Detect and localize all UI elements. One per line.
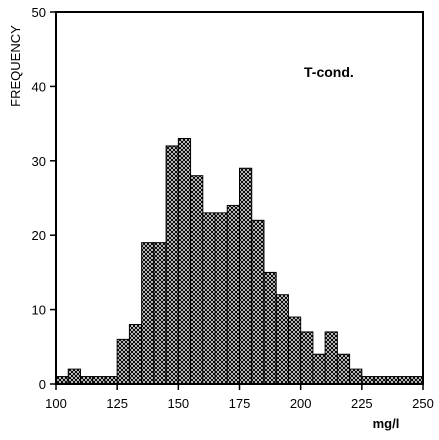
histogram-bar: [190, 175, 204, 385]
histogram-bar: [385, 376, 400, 385]
histogram-bar: [165, 145, 179, 385]
y-axis-label: FREQUENCY: [8, 25, 23, 107]
histogram-bar: [324, 331, 338, 385]
histogram-bar: [141, 242, 155, 385]
histogram-bar: [410, 376, 424, 385]
histogram-bar: [398, 376, 412, 385]
y-tick-label: 50: [32, 5, 46, 20]
x-tick-label: 175: [229, 396, 251, 411]
x-tick-label: 250: [412, 396, 434, 411]
x-tick-label: 100: [45, 396, 67, 411]
histogram-bar: [336, 353, 351, 385]
y-tick-label: 20: [32, 228, 46, 243]
histogram-bar: [177, 137, 192, 385]
y-tick-label: 0: [39, 377, 46, 392]
histogram-bar: [116, 338, 130, 385]
x-tick-label: 125: [106, 396, 128, 411]
bars-group: [55, 137, 424, 385]
x-tick-label: 150: [167, 396, 189, 411]
histogram-bar: [55, 376, 69, 385]
chart-annotation: T-cond.: [304, 64, 354, 80]
histogram-bar: [128, 323, 143, 385]
histogram-bar: [239, 167, 253, 385]
histogram-bar: [153, 242, 167, 385]
histogram-bar: [312, 353, 326, 385]
histogram-bar: [226, 204, 240, 385]
histogram-bar: [202, 212, 216, 385]
histogram-bar: [361, 376, 375, 385]
histogram-bar: [214, 212, 228, 385]
x-tick-label: 225: [351, 396, 373, 411]
histogram-bar: [67, 368, 81, 385]
histogram-bar: [349, 368, 363, 385]
x-axis-ticks: 100 125 150 175 200 225 250: [45, 384, 434, 411]
histogram-bar: [275, 294, 289, 385]
histogram-bar: [287, 316, 302, 385]
y-tick-label: 40: [32, 79, 46, 94]
y-axis-ticks: 0 10 20 30 40 50: [32, 5, 56, 392]
x-tick-label: 200: [290, 396, 312, 411]
y-tick-label: 30: [32, 154, 46, 169]
histogram-bar: [300, 331, 314, 385]
histogram-bar: [263, 271, 277, 385]
histogram-bar: [373, 376, 387, 385]
x-axis-label: mg/l: [373, 416, 400, 431]
histogram-bar: [79, 376, 94, 385]
y-tick-label: 10: [32, 303, 46, 318]
histogram-bar: [104, 376, 118, 385]
histogram-bar: [251, 219, 265, 385]
histogram-bar: [92, 376, 106, 385]
